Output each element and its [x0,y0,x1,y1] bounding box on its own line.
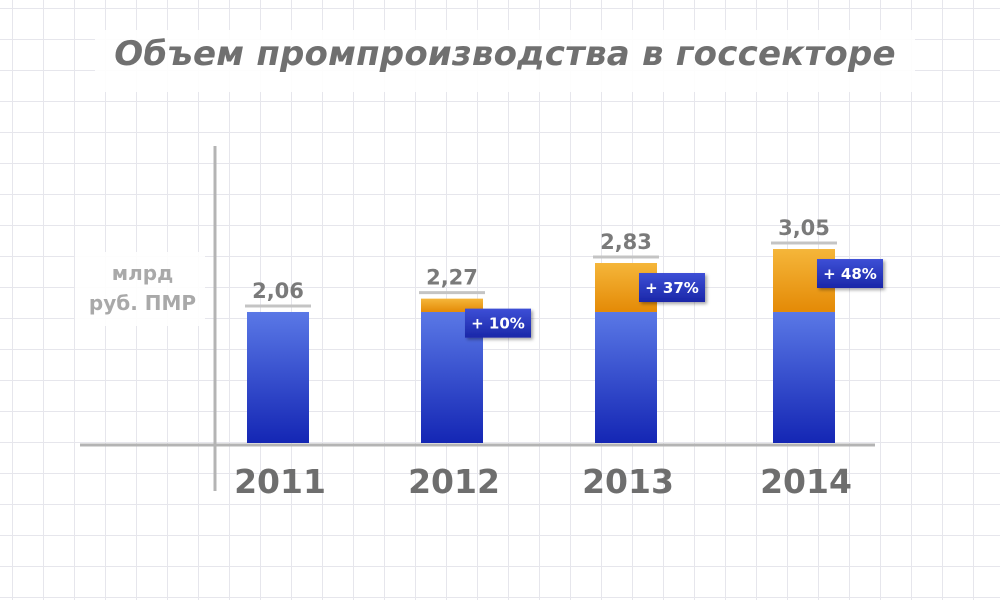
x-tick-label-2013: 2013 [582,462,674,501]
growth-badge-2014: + 48% [817,259,883,289]
growth-badge-box-2012 [465,308,531,338]
bar-base-2013 [595,311,657,443]
bar-base-2014 [773,311,835,443]
total-label-2011: 2,06 [252,279,304,303]
bar-base-2011 [247,311,309,443]
growth-badge-2012: + 10% [465,308,531,338]
total-label-2014: 3,05 [778,216,830,240]
x-tick-label-2011: 2011 [234,462,326,501]
total-label-2012: 2,27 [426,266,478,290]
growth-label-2014: + 48% [823,265,877,283]
growth-badge-2013: + 37% [639,273,705,303]
growth-badge-box-2013 [639,273,705,303]
growth-label-2013: + 37% [645,279,699,297]
x-tick-label-2012: 2012 [408,462,500,501]
x-tick-label-2014: 2014 [760,462,852,501]
y-axis-label-line-1: млрд [111,261,174,285]
growth-label-2012: + 10% [471,315,525,333]
growth-badge-box-2014 [817,259,883,289]
chart-title: Объем промпроизводства в госсекторе [114,34,896,74]
ylabel-background [75,252,205,326]
total-label-2013: 2,83 [600,230,652,254]
title-background [95,30,915,92]
y-axis-label-line-2: руб. ПМР [88,291,197,315]
y-axis-label: млрд руб. ПМР [75,258,210,318]
